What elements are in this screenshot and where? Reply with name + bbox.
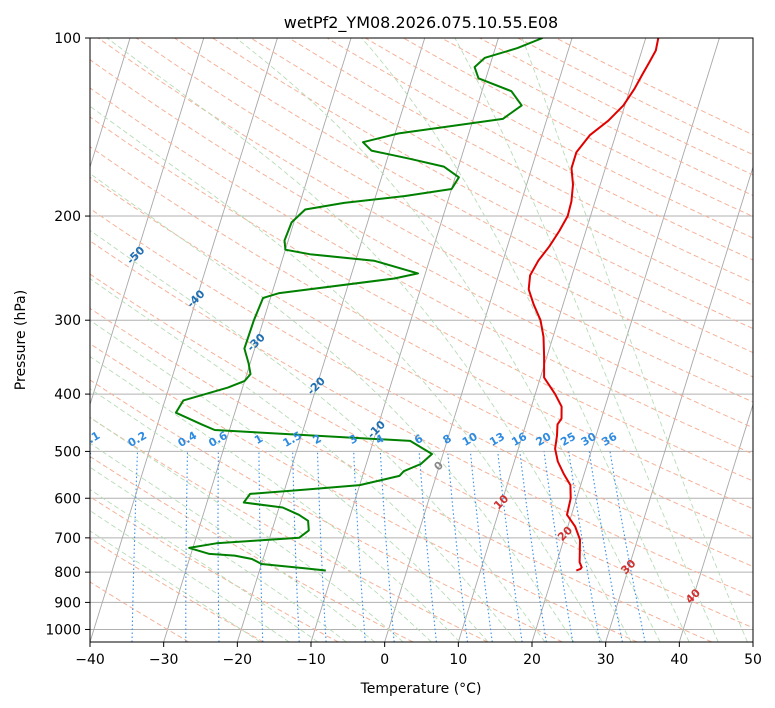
isotherm-line bbox=[531, 38, 720, 642]
mixing-ratio-line bbox=[519, 451, 547, 642]
dry-adiabat-line bbox=[90, 208, 753, 568]
isotherm-line bbox=[90, 38, 205, 407]
x-tick-label: 30 bbox=[597, 652, 615, 668]
chart-title: wetPf2_YM08.2026.075.10.55.E08 bbox=[284, 13, 558, 33]
moist-adiabat-line bbox=[90, 105, 603, 642]
temperature-profile-line bbox=[527, 38, 660, 572]
x-tick-label: −40 bbox=[75, 652, 105, 668]
y-tick-label: 600 bbox=[54, 491, 81, 507]
isotherm-line bbox=[384, 38, 573, 642]
y-tick-label: 300 bbox=[54, 313, 81, 329]
x-axis-title: Temperature (°C) bbox=[360, 681, 482, 697]
x-tick-label: −20 bbox=[223, 652, 253, 668]
y-tick-label: 100 bbox=[54, 31, 81, 47]
profile-lines bbox=[174, 38, 660, 572]
dry-adiabat-line bbox=[90, 581, 190, 642]
y-tick-label: 200 bbox=[54, 209, 81, 225]
dry-adiabat-line bbox=[90, 379, 563, 642]
moist-adiabat-line bbox=[90, 530, 261, 642]
x-tick-label: −10 bbox=[296, 652, 326, 668]
dry-adiabat-line bbox=[136, 38, 753, 378]
plot-frame bbox=[89, 37, 754, 643]
dry-adiabat-line bbox=[90, 455, 414, 642]
moist-adiabat-line bbox=[235, 38, 661, 642]
y-tick-label: 1000 bbox=[45, 622, 81, 638]
mixing-ratio-line bbox=[469, 451, 493, 642]
moist-adiabat-line bbox=[90, 356, 461, 642]
dry-adiabat-line bbox=[90, 176, 753, 538]
dry-adiabat-line bbox=[90, 87, 753, 455]
background-lines bbox=[90, 38, 753, 642]
moist-adiabat-line bbox=[454, 38, 719, 642]
mixing-ratio-line bbox=[497, 451, 523, 642]
moist-adiabat-line bbox=[90, 510, 290, 642]
moist-adiabat-line bbox=[521, 38, 748, 642]
dry-adiabat-line bbox=[90, 240, 753, 598]
x-tick-label: 0 bbox=[380, 652, 389, 668]
dry-adiabat-line bbox=[90, 59, 753, 429]
dewpoint-profile-line bbox=[174, 38, 543, 572]
isotherm-line bbox=[163, 38, 352, 642]
dry-adiabat-line bbox=[90, 537, 264, 642]
moist-adiabat-line bbox=[361, 38, 690, 642]
moist-adiabat-line bbox=[90, 488, 319, 642]
mixing-ratio-line bbox=[543, 451, 574, 642]
y-tick-label: 400 bbox=[54, 387, 81, 403]
y-tick-label: 500 bbox=[54, 444, 81, 460]
dry-adiabat-line bbox=[90, 273, 753, 629]
y-tick-label: 700 bbox=[54, 531, 81, 547]
x-tick-label: 20 bbox=[523, 652, 541, 668]
moist-adiabat-line bbox=[90, 173, 574, 642]
mixing-ratio-line bbox=[447, 451, 469, 642]
isotherm-line bbox=[90, 38, 278, 642]
moist-adiabat-line bbox=[90, 229, 546, 642]
isotherm-line bbox=[90, 38, 131, 169]
axes: −40 −30 −20 −10 0 10 20 30 40 50 100 200 300 400 500 60… bbox=[45, 31, 762, 668]
moist-adiabat-line bbox=[90, 388, 432, 642]
isotherm-line bbox=[236, 38, 426, 642]
x-tick-label: 50 bbox=[744, 652, 762, 668]
x-tick-label: −30 bbox=[149, 652, 179, 668]
moist-adiabat-line bbox=[90, 442, 376, 642]
isotherm-line bbox=[457, 38, 647, 642]
mixing-ratio-line bbox=[568, 451, 601, 642]
mixing-ratio-line bbox=[418, 451, 437, 642]
x-tick-label: 10 bbox=[449, 652, 467, 668]
dry-adiabat-line bbox=[90, 146, 753, 510]
isotherm-line bbox=[605, 165, 753, 642]
x-tick-label: 40 bbox=[670, 652, 688, 668]
moist-adiabat-line bbox=[90, 416, 404, 642]
isotherm-line bbox=[678, 403, 753, 642]
moist-adiabat-line bbox=[90, 466, 347, 642]
dry-adiabat-line bbox=[97, 38, 753, 403]
moist-adiabat-line bbox=[106, 38, 632, 642]
moist-adiabat-line bbox=[90, 319, 489, 642]
y-axis-title: Pressure (hPa) bbox=[13, 290, 29, 390]
y-tick-label: 800 bbox=[54, 565, 81, 581]
moist-adiabat-line bbox=[90, 278, 517, 642]
y-tick-label: 900 bbox=[54, 595, 81, 611]
